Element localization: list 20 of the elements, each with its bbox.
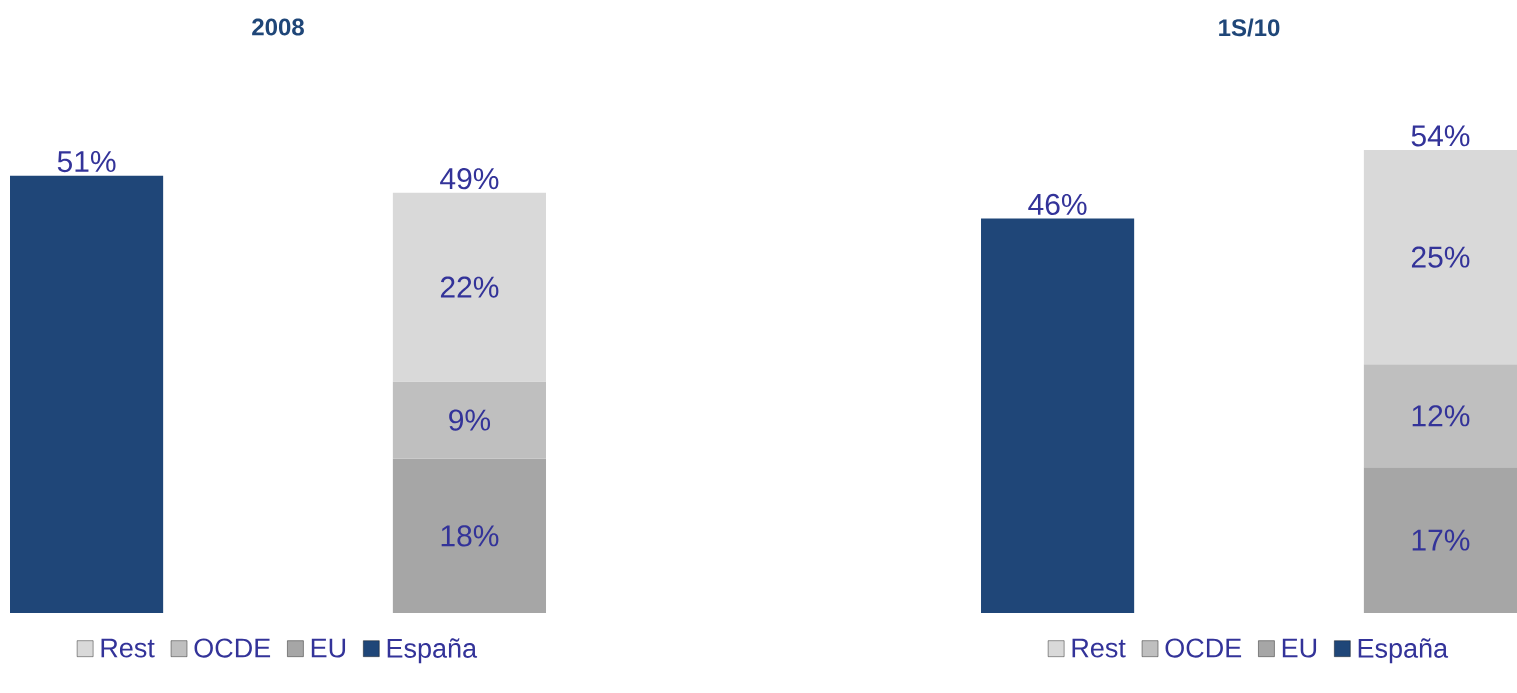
total-label: 49% bbox=[440, 168, 499, 190]
legend-label: Rest bbox=[101, 638, 155, 658]
legend-label: OCDE bbox=[1165, 638, 1242, 658]
legend-label: España bbox=[1358, 638, 1449, 664]
chart-title: 1S/10 bbox=[1219, 18, 1280, 37]
legend-label: Rest bbox=[1072, 638, 1126, 658]
legend-label: OCDE bbox=[194, 638, 271, 658]
total-label: 54% bbox=[1411, 125, 1470, 147]
legend-label: España bbox=[387, 638, 478, 664]
data-label: 17% bbox=[1412, 529, 1470, 551]
data-label: 12% bbox=[1412, 405, 1470, 427]
legend-label: EU bbox=[311, 638, 346, 658]
data-label: 22% bbox=[440, 276, 499, 298]
data-label: 9% bbox=[449, 409, 491, 431]
data-label: 46% bbox=[1028, 193, 1087, 216]
chart-title: 2008 bbox=[252, 18, 304, 36]
data-label: 25% bbox=[1411, 246, 1470, 268]
legend-label: EU bbox=[1282, 638, 1317, 658]
data-label: 18% bbox=[441, 525, 499, 547]
data-label: 51% bbox=[57, 151, 116, 173]
